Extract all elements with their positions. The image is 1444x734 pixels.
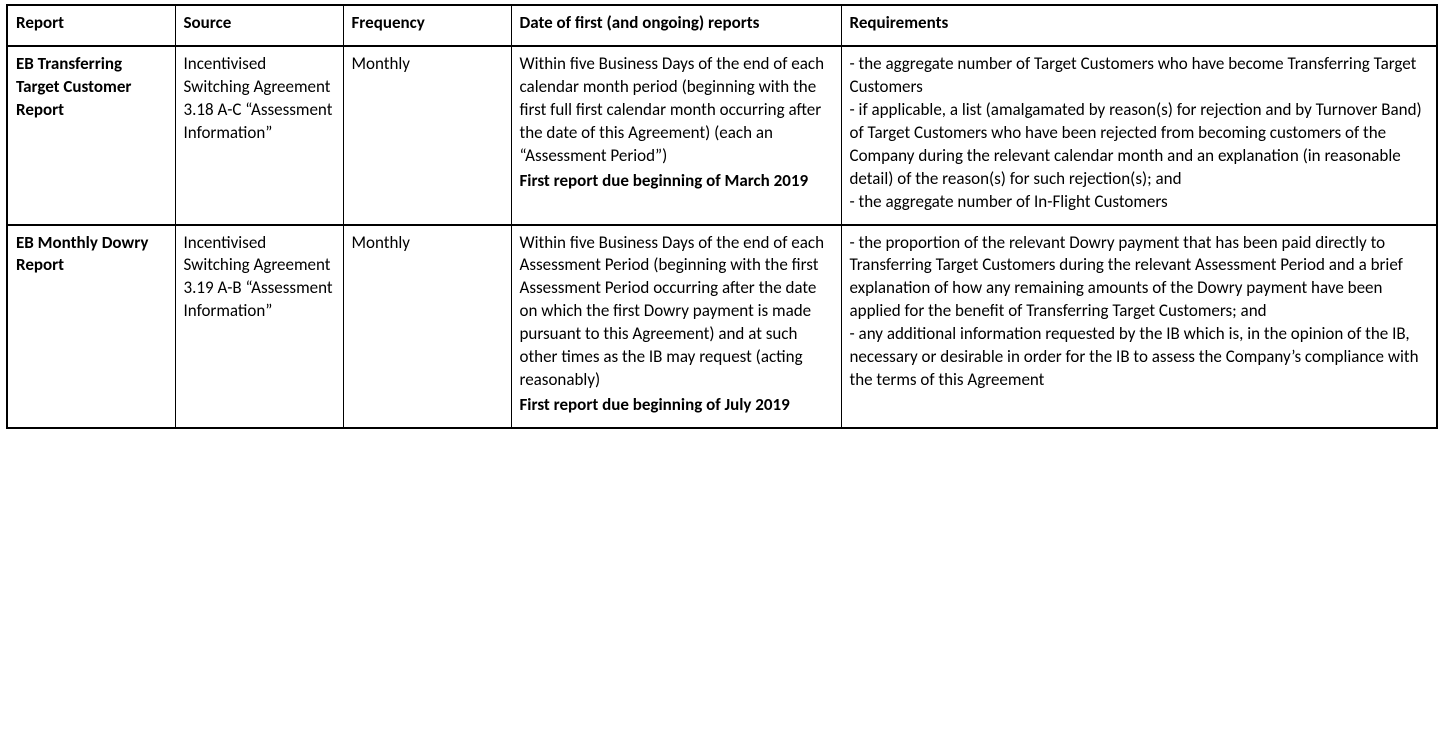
requirement-item: - the aggregate number of In-Flight Cust… (850, 191, 1429, 214)
cell-report: EB Monthly Dowry Report (7, 225, 175, 429)
requirement-item: - the proportion of the relevant Dowry p… (850, 232, 1429, 324)
col-frequency: Frequency (343, 5, 511, 46)
table-row: EB Transferring Target Customer Report I… (7, 46, 1437, 225)
requirement-item: - the aggregate number of Target Custome… (850, 53, 1429, 99)
cell-frequency: Monthly (343, 225, 511, 429)
date-first-text: First report due beginning of July 2019 (520, 394, 833, 417)
cell-requirements: - the proportion of the relevant Dowry p… (841, 225, 1437, 429)
cell-source: Incentivised Switching Agreement 3.18 A-… (175, 46, 343, 225)
date-first-text: First report due beginning of March 2019 (520, 170, 833, 193)
cell-requirements: - the aggregate number of Target Custome… (841, 46, 1437, 225)
table-header-row: Report Source Frequency Date of first (a… (7, 5, 1437, 46)
table-row: EB Monthly Dowry Report Incentivised Swi… (7, 225, 1437, 429)
cell-date: Within five Business Days of the end of … (511, 225, 841, 429)
requirement-item: - if applicable, a list (amalgamated by … (850, 99, 1429, 191)
cell-date: Within five Business Days of the end of … (511, 46, 841, 225)
date-main-text: Within five Business Days of the end of … (520, 232, 833, 393)
col-report: Report (7, 5, 175, 46)
col-requirements: Requirements (841, 5, 1437, 46)
reports-table: Report Source Frequency Date of first (a… (6, 4, 1438, 429)
requirement-item: - any additional information requested b… (850, 323, 1429, 392)
cell-source: Incentivised Switching Agreement 3.19 A-… (175, 225, 343, 429)
cell-report: EB Transferring Target Customer Report (7, 46, 175, 225)
cell-frequency: Monthly (343, 46, 511, 225)
col-source: Source (175, 5, 343, 46)
col-date: Date of first (and ongoing) reports (511, 5, 841, 46)
date-main-text: Within five Business Days of the end of … (520, 53, 833, 168)
